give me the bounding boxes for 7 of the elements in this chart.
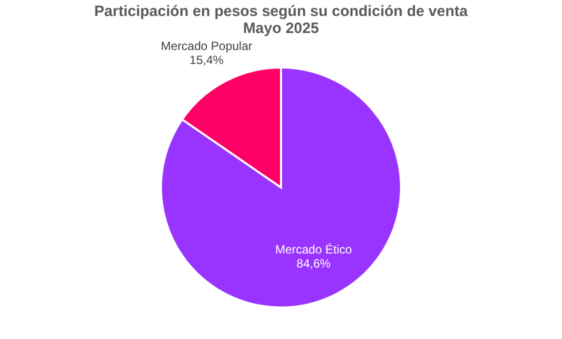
data-label: 15,4% — [190, 52, 224, 67]
text: Participación en pesos según su condición de venta — [94, 2, 468, 20]
slice-label: Mercado Popular — [160, 38, 252, 53]
text: Mayo 2025 — [243, 20, 319, 37]
data-label: 84,6% — [296, 256, 331, 270]
slice-label: Mercado Ético — [275, 242, 352, 256]
pie-slice — [160, 66, 402, 308]
